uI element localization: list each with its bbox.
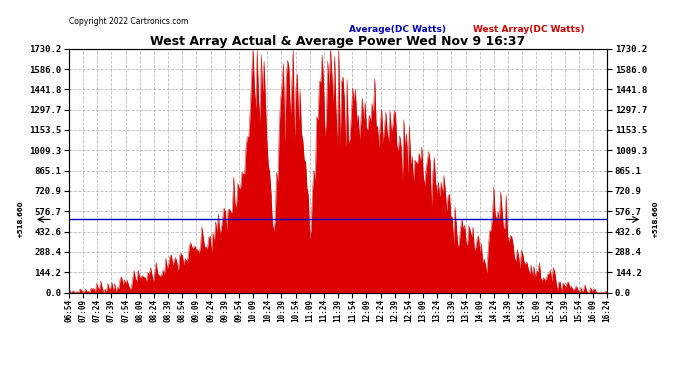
Title: West Array Actual & Average Power Wed Nov 9 16:37: West Array Actual & Average Power Wed No… [150,34,526,48]
Text: +518.660: +518.660 [653,201,659,238]
Text: Copyright 2022 Cartronics.com: Copyright 2022 Cartronics.com [69,17,188,26]
Text: West Array(DC Watts): West Array(DC Watts) [473,25,584,34]
Text: +518.660: +518.660 [17,201,23,238]
Text: Average(DC Watts): Average(DC Watts) [349,25,446,34]
